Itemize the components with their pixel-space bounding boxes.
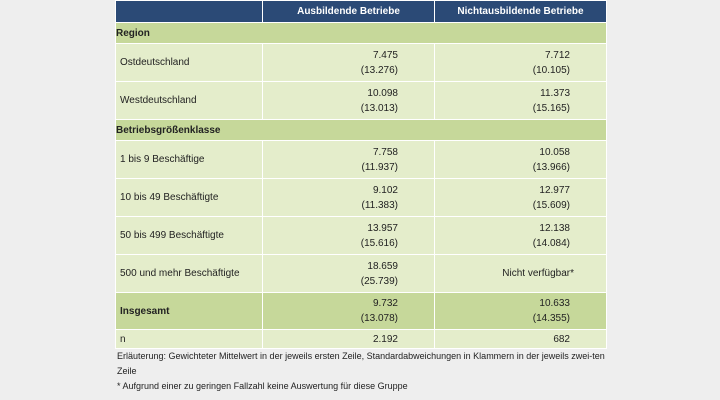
mean-value: 12.138 [539, 222, 570, 234]
row-label: 500 und mehr Beschäftigte [115, 254, 263, 293]
row-label: 10 bis 49 Beschäftigte [115, 178, 263, 217]
total-row: Insgesamt 9.732 (13.078) 10.633 (14.355) [115, 292, 607, 330]
sd-value: (10.105) [532, 64, 570, 76]
statistics-table: Ausbildende Betriebe Nichtausbildende Be… [115, 0, 607, 349]
sd-value: (14.084) [532, 237, 570, 249]
value-cell: 13.957 (15.616) [262, 216, 435, 255]
table-row: 500 und mehr Beschäftigte 18.659 (25.739)… [115, 254, 607, 293]
value-cell: 7.758 (11.937) [262, 140, 435, 179]
note-footnote: * Aufgrund einer zu geringen Fallzahl ke… [117, 381, 408, 391]
value-cell: 9.102 (11.383) [262, 178, 435, 217]
header-ausbildende: Ausbildende Betriebe [262, 0, 435, 23]
sd-value: (13.078) [360, 313, 398, 324]
section-row-region: Region [115, 22, 607, 44]
mean-value: 9.102 [372, 184, 398, 196]
table-header-row: Ausbildende Betriebe Nichtausbildende Be… [115, 0, 607, 23]
sd-value: (13.013) [360, 102, 398, 114]
mean-value: 12.977 [539, 184, 570, 196]
mean-value: 18.659 [367, 260, 398, 272]
table-notes: Erläuterung: Gewichteter Mittelwert in d… [117, 349, 605, 394]
section-title: Betriebsgrößenklasse [115, 119, 607, 141]
header-empty-cell [115, 0, 263, 23]
sd-value: (15.165) [532, 102, 570, 114]
sd-value: (11.383) [361, 199, 398, 211]
value-cell: 10.058 (13.966) [434, 140, 607, 179]
mean-value: 13.957 [367, 222, 398, 234]
value-cell: 9.732 (13.078) [262, 292, 435, 330]
value-cell: 18.659 (25.739) [262, 254, 435, 293]
n-value-ausbildende: 2.192 [262, 329, 435, 349]
n-value-nichtausbildende: 682 [434, 329, 607, 349]
value-cell: 12.138 (14.084) [434, 216, 607, 255]
value-cell: 11.373 (15.165) [434, 81, 607, 120]
header-nichtausbildende: Nichtausbildende Betriebe [434, 0, 607, 23]
mean-value: 10.058 [539, 146, 570, 158]
value-cell: 12.977 (15.609) [434, 178, 607, 217]
not-available-cell: Nicht verfügbar* [434, 254, 607, 293]
table-row: 1 bis 9 Beschäftige 7.758 (11.937) 10.058… [115, 140, 607, 179]
mean-value: 7.712 [544, 49, 570, 61]
value-cell: 7.475 (13.276) [262, 43, 435, 82]
sd-value: (15.616) [360, 237, 398, 249]
note-explanation: Erläuterung: Gewichteter Mittelwert in d… [117, 351, 605, 376]
table-row: 10 bis 49 Beschäftigte 9.102 (11.383) 12.… [115, 178, 607, 217]
row-label: Ostdeutschland [115, 43, 263, 82]
section-row-betriebsgroesse: Betriebsgrößenklasse [115, 119, 607, 141]
mean-value: 10.633 [539, 298, 570, 309]
table-panel: Ausbildende Betriebe Nichtausbildende Be… [115, 0, 607, 400]
value-cell: 10.633 (14.355) [434, 292, 607, 330]
section-title: Region [115, 22, 607, 44]
mean-value: 7.475 [372, 49, 398, 61]
sd-value: (25.739) [360, 275, 398, 287]
table-row: Ostdeutschland 7.475 (13.276) 7.712 (10.10… [115, 43, 607, 82]
mean-value: 7.758 [372, 146, 398, 158]
sd-value: (11.937) [361, 161, 398, 173]
mean-value: 11.373 [540, 87, 570, 99]
sd-value: (15.609) [532, 199, 570, 211]
sd-value: (13.966) [532, 161, 570, 173]
n-label: n [115, 329, 263, 349]
n-row: n 2.192 682 [115, 329, 607, 349]
table-row: Westdeutschland 10.098 (13.013) 11.373 (15… [115, 81, 607, 120]
sd-value: (14.355) [532, 313, 570, 324]
mean-value: 10.098 [367, 87, 398, 99]
sd-value: (13.276) [360, 64, 398, 76]
row-label: Westdeutschland [115, 81, 263, 120]
row-label: 1 bis 9 Beschäftige [115, 140, 263, 179]
value-cell: 7.712 (10.105) [434, 43, 607, 82]
table-row: 50 bis 499 Beschäftigte 13.957 (15.616) 1… [115, 216, 607, 255]
value-cell: 10.098 (13.013) [262, 81, 435, 120]
mean-value: 9.732 [372, 298, 398, 309]
row-label: 50 bis 499 Beschäftigte [115, 216, 263, 255]
total-label: Insgesamt [115, 292, 263, 330]
